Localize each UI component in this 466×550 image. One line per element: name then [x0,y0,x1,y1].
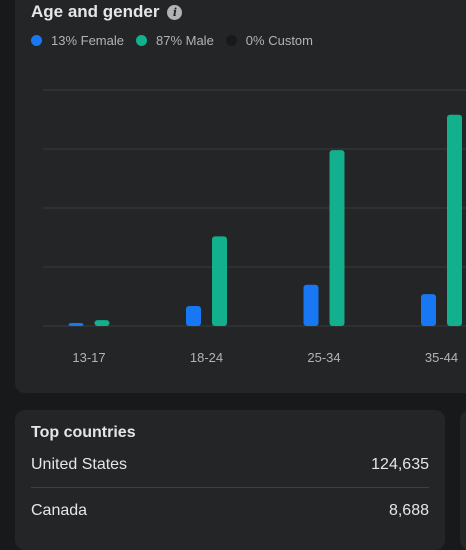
bar-female-25-34[interactable] [303,284,319,326]
top-countries-card: Top countries United States 124,635 Cana… [15,410,445,550]
legend-dot-custom [225,35,237,46]
legend-dot-female [31,35,42,46]
country-row: United States 124,635 [31,456,429,474]
bar-female-13-17[interactable] [68,323,84,326]
country-value: 8,688 [388,502,429,519]
legend-item-custom[interactable]: 0% Custom [225,33,313,48]
country-name: Canada [31,502,88,519]
bar-male-13-17[interactable] [94,320,110,326]
bar-female-35-44[interactable] [421,294,436,326]
country-value: 124,635 [371,456,429,473]
top-countries-title: Top countries [31,424,136,441]
age-gender-card: Age and gender i 13% Female 87% Male 0% … [15,0,466,393]
bar-male-18-24[interactable] [212,236,227,326]
age-gender-title: Age and gender [31,2,160,21]
bar-male-35-44[interactable] [447,114,462,326]
age-gender-header: Age and gender i [31,2,183,22]
legend-label-female: 13% Female [51,33,124,48]
age-gender-chart: 13-17 18-24 25-34 35-44 [43,89,466,365]
legend-dot-male [135,35,147,46]
x-tick-label: 18-24 [190,350,223,365]
chart-legend: 13% Female 87% Male 0% Custom [31,33,313,48]
legend-item-male[interactable]: 87% Male [135,33,214,48]
x-tick-label: 13-17 [72,350,105,365]
country-name: United States [31,456,128,473]
info-icon[interactable]: i [167,4,183,20]
legend-label-male: 87% Male [155,33,214,48]
adjacent-card-edge [460,410,466,550]
row-divider [31,487,429,488]
x-tick-label: 35-44 [425,350,458,365]
legend-item-female[interactable]: 13% Female [31,33,124,48]
country-row: Canada 8,688 [31,502,429,520]
bar-female-18-24[interactable] [186,305,201,326]
legend-label-custom: 0% Custom [245,33,313,48]
bar-male-25-34[interactable] [329,150,345,326]
x-tick-label: 25-34 [307,350,340,365]
